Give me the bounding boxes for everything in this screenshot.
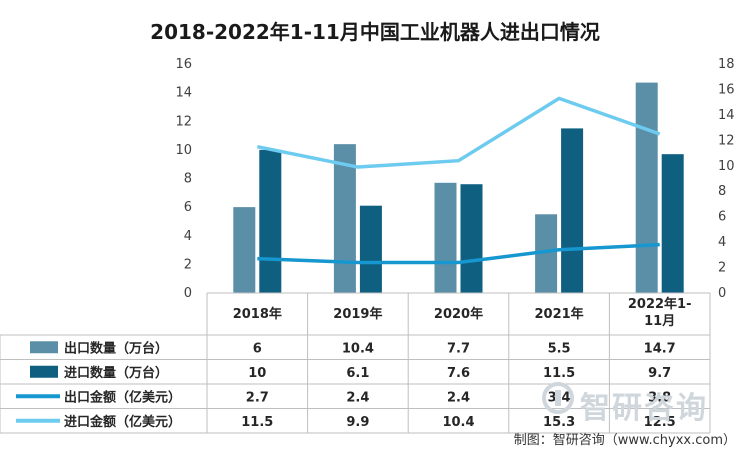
source-note: 制图：智研咨询（www.chyxx.com） — [513, 433, 736, 448]
right-axis-tick-label: 8 — [718, 184, 726, 199]
legend-swatch — [30, 365, 58, 378]
left-axis-tick-label: 14 — [175, 86, 192, 101]
category-label: 2018年 — [233, 306, 282, 322]
table-value: 2.4 — [447, 390, 470, 405]
import-quantity-bar — [661, 154, 684, 293]
watermark-logo-icon — [542, 382, 574, 414]
right-axis-tick-label: 14 — [718, 108, 735, 123]
table-value: 7.6 — [447, 366, 470, 381]
table-value: 2.7 — [246, 390, 269, 405]
table-value: 7.7 — [447, 341, 470, 356]
right-axis-tick-label: 12 — [718, 133, 735, 148]
legend-label: 出口金额（亿美元） — [64, 389, 181, 405]
category-label: 2021年 — [535, 306, 584, 322]
export-quantity-bar — [535, 214, 558, 293]
table-value: 12.5 — [644, 415, 676, 430]
table-value: 6.1 — [346, 366, 369, 381]
export-quantity-bar — [434, 182, 457, 293]
right-axis-tick-label: 6 — [718, 210, 726, 225]
category-label: 2022年1- — [628, 296, 692, 312]
table-value: 2.4 — [346, 390, 369, 405]
left-axis-tick-label: 12 — [175, 114, 192, 129]
import-quantity-bar — [561, 128, 584, 293]
right-axis-tick-label: 18 — [718, 57, 735, 72]
legend-label: 进口金额（亿美元） — [64, 414, 181, 430]
export-quantity-bar — [333, 144, 356, 293]
import-quantity-bar — [460, 184, 483, 293]
category-label: 2019年 — [333, 306, 382, 322]
table-value: 10 — [248, 366, 266, 381]
table-value: 5.5 — [548, 341, 571, 356]
right-axis-tick-label: 10 — [718, 159, 735, 174]
import-value-line — [256, 96, 661, 169]
chart-title: 2018-2022年1-11月中国工业机器人进出口情况 — [150, 20, 600, 44]
import-quantity-bar — [259, 149, 282, 293]
legend-label: 进口数量（万台） — [64, 365, 168, 381]
category-label: 11月 — [644, 314, 675, 329]
left-axis-tick-label: 2 — [184, 257, 192, 272]
table-value: 9.7 — [648, 366, 671, 381]
left-axis-tick-label: 4 — [184, 229, 192, 244]
right-axis-tick-label: 4 — [718, 235, 726, 250]
legend-label: 出口数量（万台） — [64, 340, 168, 356]
export-value-line — [257, 242, 660, 265]
right-axis-tick-label: 0 — [718, 286, 726, 301]
right-axis-tick-label: 16 — [718, 82, 735, 97]
table-value: 10.4 — [342, 341, 374, 356]
left-axis-tick-label: 10 — [175, 143, 192, 158]
table-value: 15.3 — [543, 415, 575, 430]
category-label: 2020年 — [434, 306, 483, 322]
left-axis-tick-label: 6 — [184, 200, 192, 215]
table-value: 3.8 — [648, 390, 671, 405]
import-quantity-bar — [359, 205, 382, 293]
legend-swatch — [30, 341, 58, 354]
watermark-text: 智研咨询 — [580, 391, 708, 426]
table-value: 6 — [253, 341, 262, 356]
table-value: 10.4 — [442, 415, 474, 430]
left-axis-tick-label: 0 — [184, 286, 192, 301]
right-axis-tick-label: 2 — [718, 261, 726, 276]
table-value: 11.5 — [241, 415, 273, 430]
table-value: 11.5 — [543, 366, 575, 381]
table-value: 9.9 — [346, 415, 369, 430]
table-value: 14.7 — [644, 341, 676, 356]
export-quantity-bar — [233, 207, 256, 293]
left-axis-tick-label: 16 — [175, 57, 192, 72]
left-axis-tick-label: 8 — [184, 172, 192, 187]
export-quantity-bar — [635, 82, 658, 293]
